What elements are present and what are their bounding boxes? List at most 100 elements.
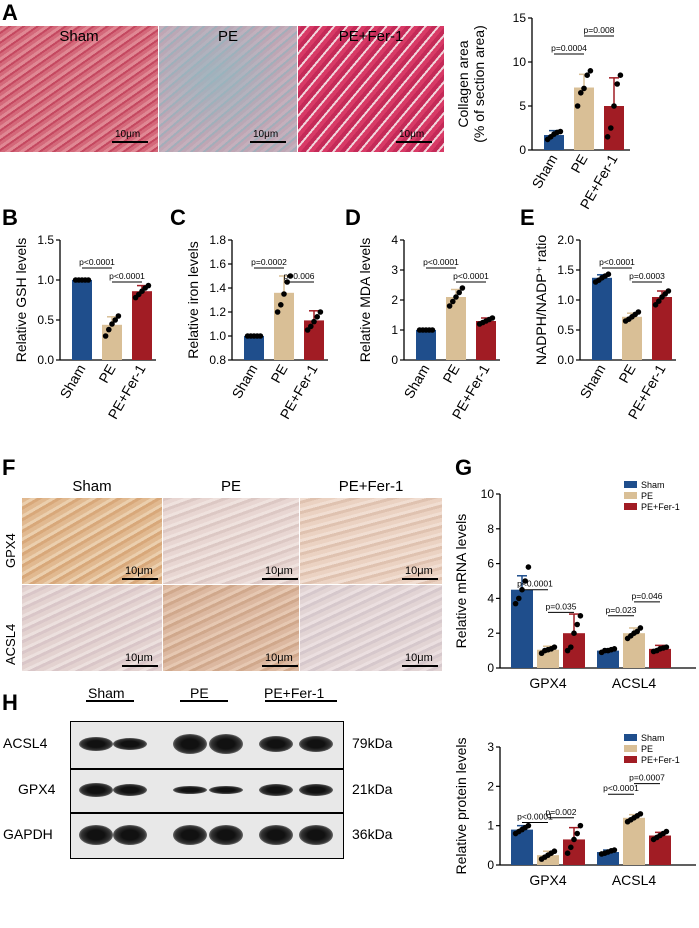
legend-swatch — [624, 756, 637, 763]
data-point — [512, 600, 519, 607]
scale-label: 10μm — [265, 652, 293, 664]
ihc-acsl4-sham — [22, 585, 162, 671]
bar-pe-gpx4 — [537, 855, 559, 865]
scale-bar — [122, 578, 158, 580]
bar-pefer1 — [652, 297, 672, 360]
ihc-acsl4-pe — [163, 585, 299, 671]
data-point — [308, 323, 314, 330]
data-point — [663, 644, 670, 650]
data-point — [304, 327, 311, 333]
micrograph-title-sham: Sham — [59, 28, 99, 45]
data-point — [568, 644, 574, 650]
y-tick-label: 0 — [391, 353, 398, 367]
significance-bracket-label: p=0.008 — [584, 25, 615, 35]
data-point — [663, 828, 670, 835]
data-point — [281, 291, 287, 297]
bar-sham — [592, 277, 612, 360]
y-tick-label: 1.5 — [557, 263, 574, 277]
data-point — [522, 578, 528, 584]
blot-band — [209, 734, 243, 754]
blot-band — [299, 825, 333, 845]
scale-label: 10μm — [405, 652, 433, 664]
panel-label-b: B — [2, 205, 18, 230]
data-point — [568, 844, 574, 851]
data-point — [611, 847, 618, 853]
ihc-acsl4-fer — [300, 585, 442, 671]
y-tick-label: 6 — [487, 557, 494, 571]
significance-bracket-label: p=0.0003 — [629, 271, 665, 281]
data-point — [577, 613, 584, 619]
bar-pe-acsl4 — [623, 817, 645, 865]
data-point — [102, 333, 109, 339]
scale-label: 10μm — [399, 129, 425, 140]
significance-bracket-label: p<0.0001 — [423, 257, 459, 267]
y-tick-label: 0.5 — [37, 313, 54, 327]
scale-bar — [262, 665, 298, 667]
data-point — [614, 81, 620, 87]
data-point — [635, 309, 642, 315]
significance-bracket-label: p<0.0001 — [109, 271, 145, 281]
y-tick-label: 4 — [391, 233, 398, 247]
significance-bracket-label: p=0.0007 — [629, 773, 665, 783]
data-point — [604, 134, 611, 140]
blot-band — [299, 736, 333, 752]
bar-pefer1-acsl4 — [649, 835, 671, 865]
blot-group-sham: Sham — [88, 685, 125, 701]
panel-label-e: E — [520, 205, 535, 230]
blot-kda-gpx4: 21kDa — [352, 781, 393, 797]
data-point — [608, 125, 614, 131]
panel-label-f: F — [2, 455, 16, 480]
significance-bracket-label: p<0.0001 — [603, 783, 639, 793]
significance-bracket-label: p=0.002 — [546, 807, 577, 817]
blot-group-line-fer — [265, 700, 337, 702]
y-tick-label: 2 — [391, 293, 398, 307]
y-axis-label: Relative GSH levels — [13, 238, 29, 363]
ihc-gpx4-fer — [300, 498, 442, 584]
bar-pefer1 — [604, 106, 624, 150]
blot-group-fer: PE+Fer-1 — [264, 685, 325, 701]
bar-pe — [274, 292, 294, 360]
data-point — [571, 630, 577, 636]
y-tick-label: 1.6 — [209, 257, 226, 271]
data-point — [637, 625, 644, 631]
panel-label-a: A — [2, 0, 18, 25]
y-tick-label: 0.8 — [209, 353, 226, 367]
scale-bar — [402, 578, 438, 580]
significance-bracket-label: p=0.0002 — [251, 257, 287, 267]
blot-row-label-gapdh: GAPDH — [3, 826, 53, 842]
y-tick-label: 8 — [487, 522, 494, 536]
bar-pefer1 — [476, 321, 496, 360]
scale-label: 10μm — [253, 129, 279, 140]
data-point — [581, 85, 587, 92]
ihc-gpx4-pe — [163, 498, 299, 584]
ihc-title-pe: PE — [220, 478, 241, 495]
x-tick-label: GPX4 — [529, 872, 567, 888]
data-point — [551, 848, 558, 855]
y-tick-label: 10 — [513, 55, 527, 69]
bar-pefer1 — [304, 320, 324, 360]
blot-band — [113, 825, 147, 845]
data-point — [489, 315, 496, 321]
y-tick-label: 1 — [487, 819, 494, 833]
legend-label: Sham — [641, 480, 665, 490]
panel-label-h: H — [2, 690, 18, 715]
bar-pe — [574, 87, 594, 150]
blot-band — [173, 825, 207, 845]
data-point — [459, 285, 466, 291]
data-point — [652, 302, 659, 308]
data-point — [611, 646, 618, 652]
y-tick-label: 0 — [487, 661, 494, 675]
bar-pe — [446, 297, 466, 360]
y-tick-label: 1 — [391, 323, 398, 337]
data-point — [274, 309, 281, 315]
data-point — [115, 313, 122, 319]
y-tick-label: 0 — [519, 143, 526, 157]
data-point — [584, 72, 590, 78]
bar-pe — [102, 324, 122, 360]
scale-bar — [262, 578, 298, 580]
ihc-gpx4-sham — [22, 498, 162, 584]
data-point — [429, 327, 436, 333]
micrograph-title-pe: PE — [217, 28, 238, 45]
y-tick-label: 2 — [487, 779, 494, 793]
